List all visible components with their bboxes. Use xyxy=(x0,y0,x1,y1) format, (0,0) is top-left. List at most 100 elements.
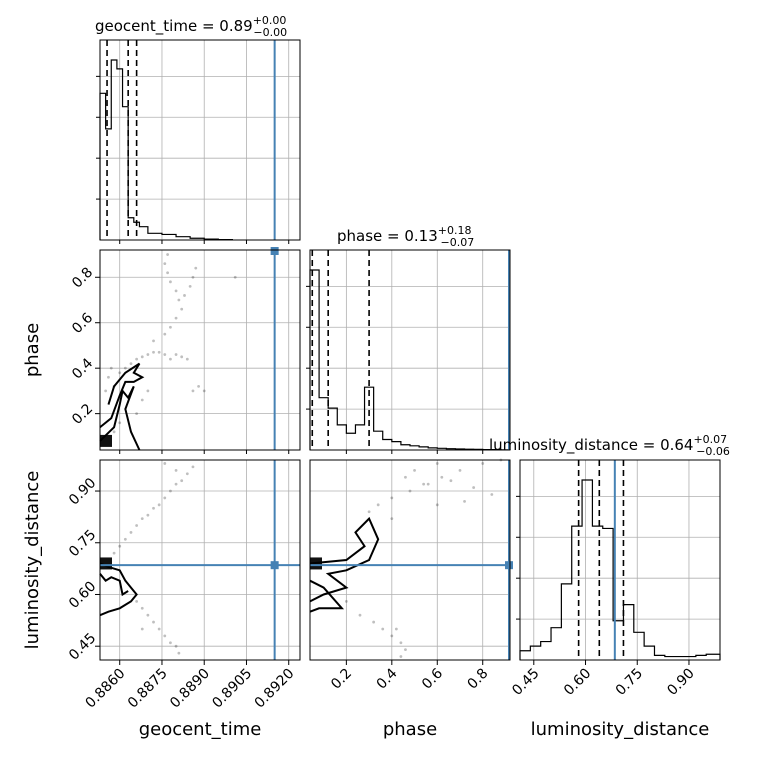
contour-line xyxy=(309,516,380,603)
sample-point xyxy=(152,350,155,354)
sample-point xyxy=(169,641,172,645)
marginal-histograms xyxy=(99,59,721,660)
sample-point xyxy=(233,275,237,279)
sample-point xyxy=(129,362,133,366)
panel-frame xyxy=(99,39,301,241)
x-tick-label: 0.8 xyxy=(464,666,491,693)
sample-point xyxy=(152,339,155,343)
sample-point xyxy=(157,627,161,631)
histogram-luminosity_distance xyxy=(519,479,721,660)
sample-point xyxy=(390,496,394,500)
x-tick-label: 0.8905 xyxy=(209,666,255,712)
x-tick-label: 0.90 xyxy=(664,666,697,699)
sample-point xyxy=(135,357,139,361)
sample-point xyxy=(472,486,476,489)
x-tick-label: 0.60 xyxy=(561,666,594,699)
x-tick-label: 0.8875 xyxy=(125,666,171,712)
y-tick-label: 0.8 xyxy=(69,264,96,291)
sample-point xyxy=(481,462,485,465)
histogram-phase xyxy=(309,269,511,451)
sample-point xyxy=(191,275,195,279)
sample-point xyxy=(191,465,195,469)
sample-point xyxy=(381,627,385,631)
xlabel-luminosity-distance: luminosity_distance xyxy=(531,719,710,740)
quantile-lines xyxy=(106,40,625,660)
sample-point xyxy=(177,298,181,302)
injection-marker xyxy=(270,247,279,255)
sample-point xyxy=(404,475,407,479)
x-tick-label: 0.4 xyxy=(374,665,401,692)
sample-point xyxy=(490,493,494,496)
sample-point xyxy=(372,620,376,624)
xlabel-phase: phase xyxy=(383,719,437,740)
sample-point xyxy=(123,537,127,541)
sample-point xyxy=(180,307,184,311)
panel-frame xyxy=(309,459,511,661)
sample-point xyxy=(163,496,167,500)
sample-point xyxy=(118,544,122,548)
sample-point xyxy=(194,266,198,270)
sample-point xyxy=(140,606,144,610)
sample-point xyxy=(123,366,127,370)
sample-point xyxy=(180,355,184,359)
sample-point xyxy=(157,350,161,354)
sample-point xyxy=(174,482,178,486)
sample-point xyxy=(140,398,144,402)
sample-point xyxy=(174,644,178,648)
panel-frame xyxy=(309,249,511,451)
sample-point xyxy=(163,353,167,356)
density-contours xyxy=(99,362,380,617)
sample-point xyxy=(440,475,444,479)
panel-frames xyxy=(99,39,721,661)
sample-point xyxy=(408,489,412,493)
sample-point xyxy=(390,517,394,521)
sample-point xyxy=(174,289,178,293)
title-geocent-time: geocent_time = 0.89+0.00 −0.00 xyxy=(95,14,287,39)
sample-point xyxy=(174,353,178,356)
sample-point xyxy=(129,531,133,534)
sample-point xyxy=(399,641,403,645)
sample-point xyxy=(152,620,155,624)
x-tick-label: 0.2 xyxy=(328,666,355,693)
sample-point xyxy=(163,634,167,638)
xlabel-geocent-time: geocent_time xyxy=(139,719,262,740)
sample-point xyxy=(146,353,150,356)
sample-point xyxy=(188,284,192,288)
y-tick-label: 0.6 xyxy=(69,310,96,337)
sample-point xyxy=(174,468,178,472)
sample-point xyxy=(135,599,139,603)
y-tick-label: 0.45 xyxy=(66,630,99,663)
sample-point xyxy=(146,613,150,617)
sample-point xyxy=(367,510,371,514)
sample-point xyxy=(458,468,462,472)
x-tick-label: 0.45 xyxy=(509,666,542,699)
y-tick-label: 0.60 xyxy=(66,579,99,612)
sample-point xyxy=(376,503,380,507)
sample-point xyxy=(109,366,113,370)
y-tick-label: 0.4 xyxy=(69,355,96,382)
sample-point xyxy=(163,332,167,336)
sample-point xyxy=(112,430,116,434)
contour-line xyxy=(99,362,145,429)
injection-marker xyxy=(270,561,279,570)
grid-lines xyxy=(100,40,720,660)
contour-line xyxy=(309,579,345,613)
sample-point xyxy=(197,384,200,388)
sample-point xyxy=(135,524,139,527)
density-core xyxy=(100,434,112,447)
injection-lines xyxy=(100,40,616,660)
sample-point xyxy=(166,271,170,275)
ylabel-phase: phase xyxy=(22,323,43,377)
sample-point xyxy=(166,253,170,256)
x-tick-label: 0.6 xyxy=(419,665,446,692)
sample-point xyxy=(118,371,122,375)
y-tick-label: 0.90 xyxy=(66,475,99,508)
sample-point xyxy=(140,627,144,631)
title-phase: phase = 0.13+0.18 −0.07 xyxy=(337,224,474,249)
y-tick-label: 0.75 xyxy=(66,527,99,560)
sample-point xyxy=(146,389,150,393)
sample-point xyxy=(435,462,439,465)
sample-point xyxy=(169,325,172,329)
sample-point xyxy=(185,472,189,476)
